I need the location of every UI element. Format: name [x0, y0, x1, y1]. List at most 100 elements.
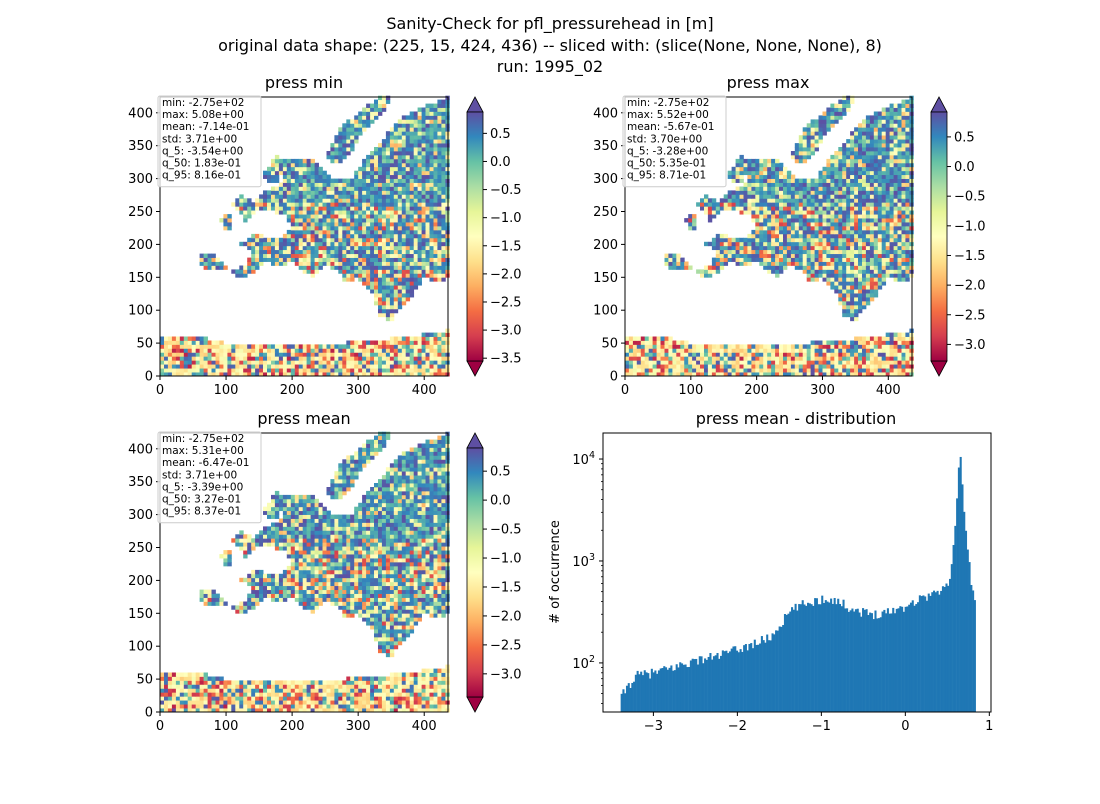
histogram-bar: [885, 613, 887, 712]
histogram-bar: [921, 596, 923, 712]
x-tick-label: 0: [621, 383, 629, 398]
histogram-bar: [894, 613, 896, 712]
histogram-bar: [850, 610, 852, 712]
colorbar-tick-label: −2.5: [954, 308, 986, 323]
histogram-bar: [958, 468, 960, 712]
histogram-bar: [701, 656, 703, 712]
histogram-bar: [839, 604, 841, 712]
histogram-bar: [768, 640, 770, 712]
hist-x-tick-label: 1: [985, 719, 993, 734]
histogram-bar: [899, 606, 901, 712]
stats-line: min: -2.75e+02: [162, 433, 244, 445]
histogram-bar: [787, 614, 789, 712]
panel-title-distribution: press mean - distribution: [696, 409, 896, 428]
histogram-bar: [811, 604, 813, 712]
stats-line: mean: -6.47e-01: [162, 457, 249, 469]
y-tick-label: 50: [601, 337, 618, 352]
histogram-bar: [642, 675, 644, 712]
histogram-bar: [919, 595, 921, 712]
histogram-bar: [633, 682, 635, 712]
stats-line: min: -2.75e+02: [627, 97, 709, 109]
y-tick-label: 100: [593, 304, 618, 319]
histogram-bar: [764, 643, 766, 712]
histogram-bar: [882, 612, 884, 712]
colorbar-tick-label: −3.0: [490, 324, 522, 339]
histogram-bar: [898, 608, 900, 712]
histogram-bar: [828, 603, 830, 712]
histogram-bar: [651, 669, 653, 712]
histogram-bar: [669, 668, 671, 712]
histogram-bar: [727, 653, 729, 712]
histogram-bar: [871, 613, 873, 712]
colorbar-tick-label: −1.5: [954, 249, 986, 264]
histogram-bar: [750, 643, 752, 712]
y-tick-label: 0: [145, 706, 153, 721]
histogram-bar: [777, 631, 779, 712]
stats-line: mean: -7.14e-01: [162, 121, 249, 133]
histogram-bar: [789, 612, 791, 712]
colorbar-body: [931, 112, 947, 361]
histogram-bar: [718, 659, 720, 712]
histogram-bar: [892, 608, 894, 712]
histogram-bar: [791, 607, 793, 712]
histogram-bar: [716, 653, 718, 712]
histogram-bar: [621, 694, 623, 712]
histogram-bar: [951, 564, 953, 712]
histogram-bar: [812, 606, 814, 712]
histogram-bar: [647, 673, 649, 712]
histogram-bar: [823, 603, 825, 712]
stats-line: q_5: -3.39e+00: [162, 481, 243, 493]
y-tick-label: 250: [128, 541, 153, 556]
histogram-bar: [685, 665, 687, 712]
colorbar-tick-label: 0.5: [490, 465, 511, 480]
y-tick-label: 100: [128, 304, 153, 319]
stats-line: q_50: 3.27e-01: [162, 494, 241, 506]
y-tick-label: 200: [593, 238, 618, 253]
colorbar-tick-label: −2.5: [490, 638, 522, 653]
histogram-bar: [628, 683, 630, 712]
histogram-bar: [713, 656, 715, 712]
histogram-bar: [782, 625, 784, 712]
histogram-bar: [837, 599, 839, 712]
histogram-bar: [803, 604, 805, 712]
stats-line: q_50: 1.83e-01: [162, 158, 241, 170]
histogram-bar: [697, 665, 699, 712]
histogram-bar: [702, 663, 704, 712]
histogram-bar: [663, 666, 665, 712]
histogram-bar: [740, 649, 742, 712]
suptitle-line-1: Sanity-Check for pfl_pressurehead in [m]: [386, 14, 713, 34]
histogram-bar: [795, 604, 797, 712]
colorbar-tick-label: −0.5: [490, 183, 522, 198]
histogram-bar: [819, 604, 821, 712]
histogram-bar: [754, 640, 756, 712]
histogram-bar: [630, 688, 632, 712]
hist-x-tick-label: −1: [812, 719, 831, 734]
histogram-bar: [953, 545, 955, 712]
x-tick-label: 400: [876, 383, 901, 398]
histogram-bar: [830, 599, 832, 712]
histogram-bar: [748, 644, 750, 712]
panel-title-press-mean: press mean: [257, 409, 350, 428]
histogram-bar: [649, 679, 651, 712]
histogram-bar: [880, 617, 882, 712]
x-tick-label: 400: [412, 383, 437, 398]
histogram-bar: [786, 615, 788, 712]
y-tick-label: 150: [128, 271, 153, 286]
histogram-bar: [661, 668, 663, 712]
histogram-bar: [834, 598, 836, 712]
histogram-bar: [945, 584, 947, 712]
histogram-bar: [766, 635, 768, 712]
histogram-bar: [972, 590, 974, 712]
y-tick-label: 0: [145, 370, 153, 385]
histogram-bar: [779, 626, 781, 712]
histogram-bar: [640, 672, 642, 712]
x-tick-label: 300: [346, 383, 371, 398]
histogram-bar: [761, 636, 763, 712]
colorbar-tick-label: −2.0: [954, 279, 986, 294]
histogram-bar: [638, 674, 640, 712]
histogram-bar: [876, 618, 878, 712]
histogram-bar: [901, 607, 903, 712]
colorbar-body: [467, 448, 483, 697]
